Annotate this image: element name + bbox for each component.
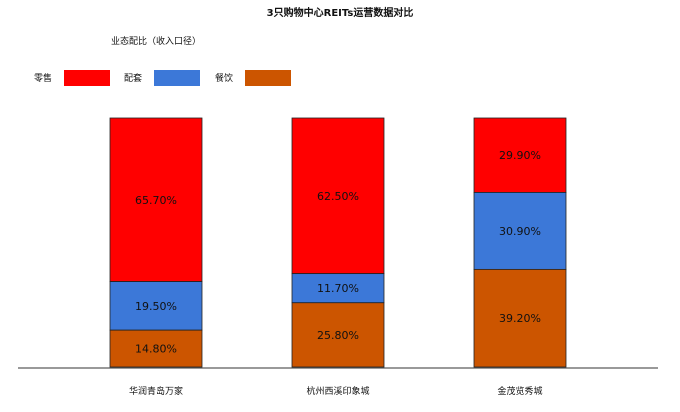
data-label-1-1: 11.70% <box>317 282 359 295</box>
data-label-1-2: 25.80% <box>317 329 359 342</box>
data-label-2-1: 30.90% <box>499 225 541 238</box>
legend-label-0: 零售 <box>34 72 52 84</box>
bar-segment-2-1 <box>473 192 567 270</box>
legend-swatch-1 <box>154 70 200 86</box>
data-label-0-2: 14.80% <box>135 343 177 356</box>
legend-label-2: 餐饮 <box>215 72 233 84</box>
chart-title: 3只购物中心REITs运营数据对比 <box>267 6 414 19</box>
category-label-1: 杭州西溪印象城 <box>306 385 369 397</box>
bars: 65.70% 19.50% 14.80% 62.50% 11.70% 25.80% 29.9… <box>109 117 567 368</box>
bar-segment-2-2 <box>473 268 567 368</box>
data-label-2-2: 39.20% <box>499 312 541 325</box>
bar-segment-0-2 <box>109 329 203 368</box>
category-label-2: 金茂览秀城 <box>497 385 542 397</box>
bar-segment-0-0 <box>109 117 203 282</box>
category-label-0: 华润青岛万家 <box>129 385 183 397</box>
legend-label-1: 配套 <box>124 72 142 84</box>
category-labels: 华润青岛万家 杭州西溪印象城 金茂览秀城 <box>129 385 543 397</box>
legend: 零售 配套 餐饮 <box>34 70 291 86</box>
data-label-1-0: 62.50% <box>317 190 359 203</box>
data-label-2-0: 29.90% <box>499 149 541 162</box>
bar-segment-0-1 <box>109 281 203 331</box>
legend-swatch-2 <box>245 70 291 86</box>
bar-segment-1-2 <box>291 302 385 368</box>
data-label-0-1: 19.50% <box>135 300 177 313</box>
legend-swatch-0 <box>64 70 110 86</box>
chart-subtitle: 业态配比（收入口径） <box>111 35 201 47</box>
data-label-0-0: 65.70% <box>135 194 177 207</box>
bar-segment-1-0 <box>291 117 385 275</box>
